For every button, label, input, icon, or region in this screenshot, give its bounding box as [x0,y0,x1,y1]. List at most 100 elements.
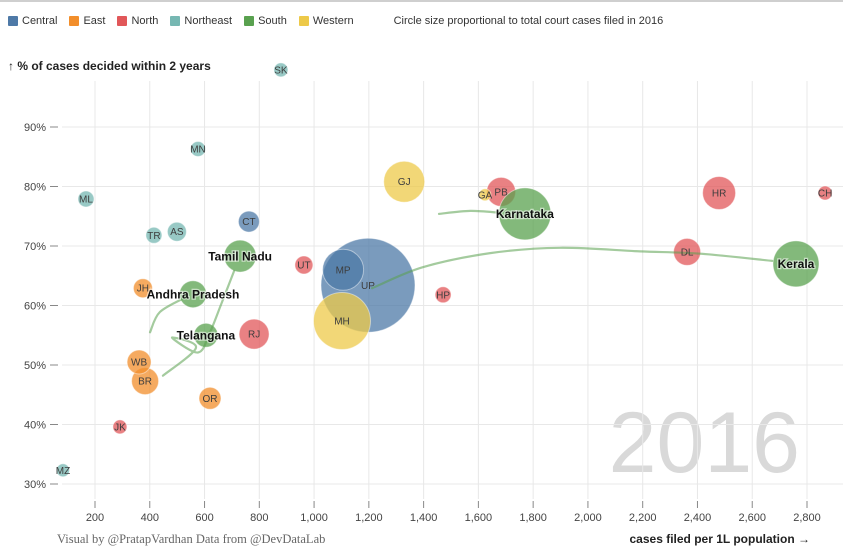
bubble-code-label-WB: WB [131,358,147,369]
state-name-label-TN: Tamil Nadu [208,249,272,263]
bubble-JH[interactable] [132,278,153,299]
east-color-swatch [69,16,80,26]
bubble-code-label-GA: GA [478,190,493,201]
telangana-trail [161,269,236,377]
bubble-RJ[interactable] [238,318,270,350]
bubble-code-label-MN: MN [190,145,206,156]
legend-item-east[interactable]: East [69,15,105,27]
bubble-code-label-HP: HP [436,290,450,301]
y-tick-label: 80% [24,181,46,193]
bubble-WB[interactable] [126,349,152,375]
legend-item-northeast[interactable]: Northeast [170,15,232,27]
credit-text: Visual by @PratapVardhan Data from @DevD… [57,532,326,546]
andhra-pradesh-trail [148,296,187,334]
state-name-label-KL: Kerala [778,257,815,271]
bubble-size-note: Circle size proportional to total court … [393,15,664,27]
y-tick-label: 50% [24,360,46,372]
x-tick-label: 1,800 [519,512,547,524]
bubble-AS[interactable] [166,221,187,242]
bubble-code-label-MP: MP [336,265,351,276]
legend-label-western: Western [312,15,354,27]
north-color-swatch [117,16,128,26]
bubble-code-label-PB: PB [494,187,508,198]
bubble-MH[interactable] [313,292,371,350]
bubble-UT[interactable] [294,255,314,275]
bubble-code-label-HR: HR [712,189,726,200]
y-tick-label: 90% [24,122,46,134]
y-tick-label: 40% [24,419,46,431]
legend-item-south[interactable]: South [244,15,287,27]
bubble-AP[interactable] [179,280,207,309]
bubble-code-label-MH: MH [334,317,350,328]
bubble-code-label-CT: CT [242,217,255,228]
legend-item-central[interactable]: Central [8,15,57,27]
x-tick-label: 1,000 [300,512,328,524]
bubble-MZ[interactable] [56,463,70,478]
bubble-TN[interactable] [223,239,257,273]
legend-label-south: South [258,15,287,27]
x-tick-label: 1,400 [410,512,438,524]
bubble-KL[interactable] [772,240,820,288]
state-name-label-TG: Telangana [177,329,236,343]
bubble-code-label-CH: CH [818,189,832,200]
x-tick-label: 200 [86,512,104,524]
x-tick-label: 2,800 [793,512,821,524]
y-tick-label: 30% [24,479,46,491]
bubble-GJ[interactable] [383,160,426,203]
bubble-CT[interactable] [237,210,260,233]
bubble-CH[interactable] [817,185,833,201]
bubble-MP[interactable] [322,248,365,291]
y-axis-title: ↑ % of cases decided within 2 years [8,59,211,73]
x-tick-label: 800 [250,512,268,524]
bubble-code-label-OR: OR [203,394,218,405]
karnataka-trail [437,209,501,215]
bubble-HR[interactable] [702,176,737,210]
x-axis-title: cases filed per 1L population → [629,532,811,546]
x-tick-label: 2,200 [629,512,657,524]
kerala-trail [371,246,774,290]
x-tick-label: 2,400 [684,512,712,524]
y-tick-label: 60% [24,300,46,312]
northeast-color-swatch [170,16,181,26]
bubble-GA[interactable] [478,188,492,202]
bubble-code-label-BR: BR [138,377,152,388]
bubble-code-label-SK: SK [274,65,288,76]
bubble-ML[interactable] [77,190,95,208]
legend-label-northeast: Northeast [184,15,233,27]
bubble-code-label-UP: UP [361,281,375,292]
bubble-code-label-UT: UT [297,261,310,272]
x-tick-label: 1,200 [355,512,383,524]
western-color-swatch [298,16,309,26]
footer-row: Visual by @PratapVardhan Data from @DevD… [0,530,843,552]
bubble-SK[interactable] [273,62,289,78]
bubble-code-label-JH: JH [137,284,149,295]
x-tick-label: 1,600 [465,512,493,524]
bubble-code-label-DL: DL [681,247,694,258]
bubble-code-label-TR: TR [147,231,160,242]
x-tick-label: 400 [141,512,159,524]
state-name-label-AP: Andhra Pradesh [147,287,240,301]
bubble-TR[interactable] [145,226,163,244]
year-watermark: 2016 [609,395,800,491]
bubble-code-label-MZ: MZ [56,466,70,477]
x-tick-label: 2,600 [738,512,766,524]
central-color-swatch [8,16,18,26]
legend-label-north: North [131,15,159,27]
legend-label-central: Central [22,15,58,27]
bubble-HP[interactable] [434,286,452,304]
bubble-OR[interactable] [198,386,222,410]
legend-item-western[interactable]: Western [298,15,354,27]
bubble-KA[interactable] [498,187,552,241]
bubble-MN[interactable] [190,141,206,157]
state-name-label-KA: Karnataka [496,207,554,221]
bubble-JK[interactable] [112,419,128,435]
bubble-code-label-JK: JK [114,422,126,433]
legend-label-east: East [83,15,106,27]
bubble-code-label-RJ: RJ [248,330,260,341]
bubble-code-label-ML: ML [79,195,93,206]
legend-item-north[interactable]: North [117,15,158,27]
legend: Central East North Northeast South Weste… [8,15,663,27]
bubble-code-label-GJ: GJ [398,177,411,188]
